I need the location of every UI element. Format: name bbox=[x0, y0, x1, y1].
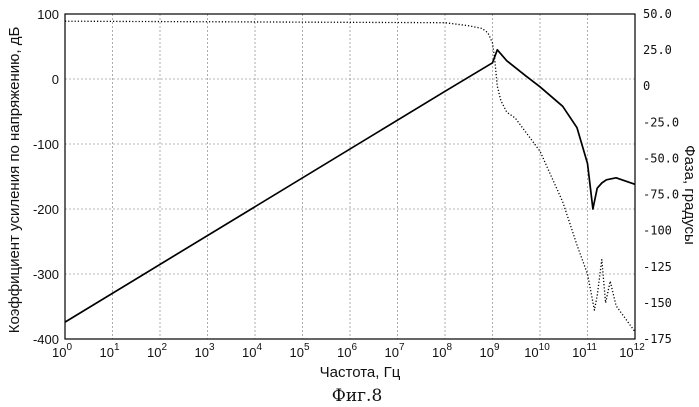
x-tick-label: 102 bbox=[147, 342, 167, 360]
x-axis-ticks: 100 101 102 103 104 105 106 107 108 109 1010 1011 10… bbox=[52, 342, 645, 360]
y-tick-label: -100 bbox=[33, 137, 59, 152]
x-tick-label: 1010 bbox=[524, 342, 550, 360]
y2-tick-label: 0 bbox=[643, 79, 650, 93]
x-tick-label: 104 bbox=[242, 342, 262, 360]
x-tick-label: 109 bbox=[479, 342, 499, 360]
y2-tick-label: -150 bbox=[643, 296, 672, 310]
x-tick-label: 108 bbox=[432, 342, 452, 360]
y2-tick-label: 25.0 bbox=[643, 43, 672, 57]
y-tick-label: 0 bbox=[52, 72, 59, 87]
y2-axis-title: Фаза, градусы bbox=[681, 145, 698, 245]
y-axis-title: Коэффициент усиления по напряжению, дБ bbox=[6, 27, 23, 334]
x-tick-label: 100 bbox=[52, 342, 72, 360]
y2-tick-label: -100 bbox=[643, 224, 672, 238]
y2-tick-label: -75.0 bbox=[643, 188, 679, 202]
x-tick-label: 103 bbox=[194, 342, 214, 360]
left-axis-ticks: 1000-100-200-300-400 bbox=[33, 7, 59, 347]
y2-tick-label: 50.0 bbox=[643, 7, 672, 21]
y2-tick-label: -50.0 bbox=[643, 151, 679, 165]
x-tick-label: 1012 bbox=[619, 342, 645, 360]
y-tick-label: 100 bbox=[37, 7, 59, 22]
figure-caption: Фиг.8 bbox=[332, 386, 383, 406]
right-axis-ticks: 50.0 25.0 0 -25.0 -50.0 -75.0 -100 -125 -150 -175 bbox=[643, 7, 679, 346]
x-tick-label: 107 bbox=[384, 342, 404, 360]
x-tick-label: 101 bbox=[99, 342, 119, 360]
y2-tick-label: -175 bbox=[643, 332, 672, 346]
x-axis-title: Частота, Гц bbox=[320, 364, 401, 381]
x-tick-label: 1011 bbox=[572, 342, 597, 360]
y2-tick-label: -25.0 bbox=[643, 115, 679, 129]
x-tick-label: 106 bbox=[337, 342, 357, 360]
x-tick-label: 105 bbox=[289, 342, 309, 360]
y2-tick-label: -125 bbox=[643, 260, 672, 274]
y-tick-label: -300 bbox=[33, 267, 59, 282]
grid bbox=[65, 14, 635, 339]
y-tick-label: -200 bbox=[33, 202, 59, 217]
